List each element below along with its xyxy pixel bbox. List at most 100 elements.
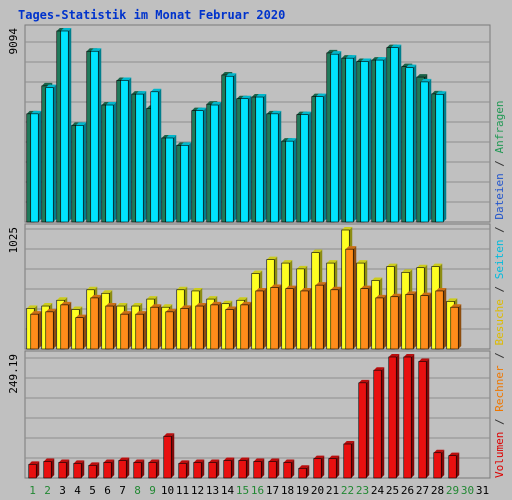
bar-side (308, 111, 312, 222)
bar-face (90, 50, 99, 223)
seiten-bar-day-13 (210, 102, 222, 223)
bar-face (133, 462, 142, 479)
bar-face (300, 114, 309, 223)
bar-side (383, 294, 387, 349)
x-tick-label: 7 (119, 484, 126, 497)
bar-face (270, 113, 279, 223)
bar-side (143, 311, 147, 349)
seiten-bar-day-25 (390, 44, 402, 223)
bar-face (223, 460, 232, 479)
bar-face (315, 96, 324, 223)
bar-side (366, 379, 370, 478)
bar-top (446, 298, 458, 302)
legend-part: / (493, 279, 506, 299)
bar-top (300, 287, 312, 291)
bar-side (113, 102, 117, 222)
bar-side (171, 433, 175, 478)
bar-side (353, 246, 357, 349)
bar-side (293, 285, 297, 349)
bar-side (411, 354, 415, 478)
bar-side (368, 285, 372, 349)
bar-side (443, 287, 447, 349)
bar-top (161, 304, 173, 308)
bar-side (83, 122, 87, 222)
bar-top (240, 301, 252, 305)
bar-side (428, 292, 432, 349)
bar-side (188, 142, 192, 222)
bar-face (405, 67, 414, 223)
bar-side (68, 301, 72, 349)
bar-side (36, 461, 40, 478)
y-max-label: 9094 (7, 28, 20, 55)
bar-top (163, 433, 175, 437)
seiten-bar-day-18 (285, 138, 297, 223)
bar-top (253, 458, 265, 462)
rechner-bar-day-26 (405, 291, 417, 350)
bar-side (383, 57, 387, 222)
bar-top (148, 459, 160, 463)
bar-face (285, 288, 294, 350)
bar-face (433, 452, 442, 479)
bar-side (308, 287, 312, 349)
bar-side (278, 110, 282, 222)
seiten-bar-day-6 (105, 102, 117, 223)
bar-top (345, 55, 357, 59)
bar-face (358, 382, 367, 479)
bar-face (120, 80, 129, 223)
volumen-bar-day-4 (73, 460, 85, 479)
x-tick-label: 4 (74, 484, 81, 497)
bar-top (208, 459, 220, 463)
bar-top (238, 457, 250, 461)
bar-face (45, 311, 54, 350)
bar-side (66, 459, 70, 478)
rechner-bar-day-12 (195, 303, 207, 350)
bar-face (390, 296, 399, 350)
bar-top (191, 287, 203, 291)
bar-top (225, 73, 237, 77)
bar-top (195, 303, 207, 307)
bar-top (30, 110, 42, 114)
bar-face (150, 306, 159, 350)
volumen-bar-day-21 (328, 455, 340, 479)
bar-top (330, 51, 342, 55)
bar-top (135, 311, 147, 315)
bar-top (405, 64, 417, 68)
bar-face (330, 289, 339, 350)
bar-top (401, 269, 413, 273)
bar-top (176, 286, 188, 290)
bar-top (165, 308, 177, 312)
rechner-bar-day-9 (150, 304, 162, 350)
bar-top (356, 260, 368, 264)
rechner-bar-day-16 (255, 287, 267, 350)
bar-side (68, 28, 72, 222)
seiten-bar-day-28 (435, 91, 447, 223)
volumen-bar-day-15 (238, 457, 250, 479)
bar-top (373, 367, 385, 371)
volumen-bar-day-3 (58, 459, 70, 479)
seiten-bar-day-9 (150, 88, 162, 223)
bar-top (165, 134, 177, 138)
bar-side (248, 301, 252, 349)
seiten-bar-day-10 (165, 134, 177, 223)
rechner-bar-day-15 (240, 301, 252, 350)
bar-side (306, 465, 310, 478)
bar-top (315, 282, 327, 286)
bar-face (210, 104, 219, 223)
volumen-bar-day-6 (103, 459, 115, 479)
panel-top: 9094 (7, 24, 491, 223)
bar-top (240, 95, 252, 99)
bar-face (148, 462, 157, 479)
bar-face (313, 458, 322, 479)
bar-face (28, 464, 37, 479)
rechner-bar-day-19 (300, 287, 312, 350)
rechner-bar-day-14 (225, 306, 237, 350)
bar-face (435, 290, 444, 350)
bar-side (246, 457, 250, 478)
bar-side (203, 303, 207, 349)
bar-top (255, 287, 267, 291)
legend-part: Volumen (493, 432, 506, 478)
rechner-bar-day-29 (450, 304, 462, 350)
volumen-bar-day-16 (253, 458, 265, 479)
bar-top (255, 94, 267, 98)
bar-side (96, 462, 100, 478)
